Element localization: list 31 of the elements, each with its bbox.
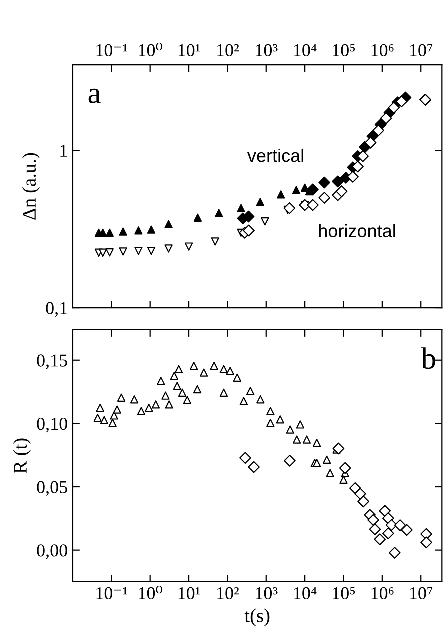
x-tick-label: 10⁻¹ <box>96 44 128 57</box>
x-tick-label: 10⁰ <box>139 42 163 57</box>
x-axis-title: t(s) <box>244 608 270 626</box>
x-tick-label: 10⁴ <box>294 587 317 600</box>
x-tick-label: 10⁵ <box>333 587 356 600</box>
y-tick-label: 0,05 <box>37 481 68 496</box>
x-tick-label: 10² <box>218 44 240 57</box>
y-axis-title: R (t) <box>13 438 31 474</box>
x-tick-label: 10¹ <box>178 587 200 600</box>
y-tick-label: 1 <box>60 145 68 157</box>
x-tick-label: 10⁶ <box>372 587 394 600</box>
x-tick-label: 10⁵ <box>333 44 356 57</box>
x-tick-label: 10³ <box>256 44 278 57</box>
x-tick-label: 10⁴ <box>294 44 317 57</box>
x-tick-label: 10⁷ <box>410 44 433 57</box>
y-tick-label: 0,15 <box>37 354 68 370</box>
x-tick-label: 10² <box>218 587 240 600</box>
y-tick-label: 0,1 <box>46 302 68 318</box>
annotation: horizontal <box>319 224 396 238</box>
y-axis-title: Δn (a.u.) <box>22 153 40 220</box>
x-tick-label: 10³ <box>256 587 278 600</box>
x-tick-label: 10⁷ <box>410 587 433 600</box>
x-tick-label: 10¹ <box>178 44 200 57</box>
y-tick-label: 0,10 <box>37 418 68 433</box>
x-tick-label: 10⁻¹ <box>96 587 128 600</box>
annotation: a <box>88 88 101 104</box>
annotation: vertical <box>247 148 304 162</box>
annotation: b <box>421 348 436 370</box>
x-tick-label: 10⁰ <box>139 586 163 600</box>
y-tick-label: 0,00 <box>37 544 68 560</box>
x-tick-label: 10⁶ <box>372 44 394 57</box>
